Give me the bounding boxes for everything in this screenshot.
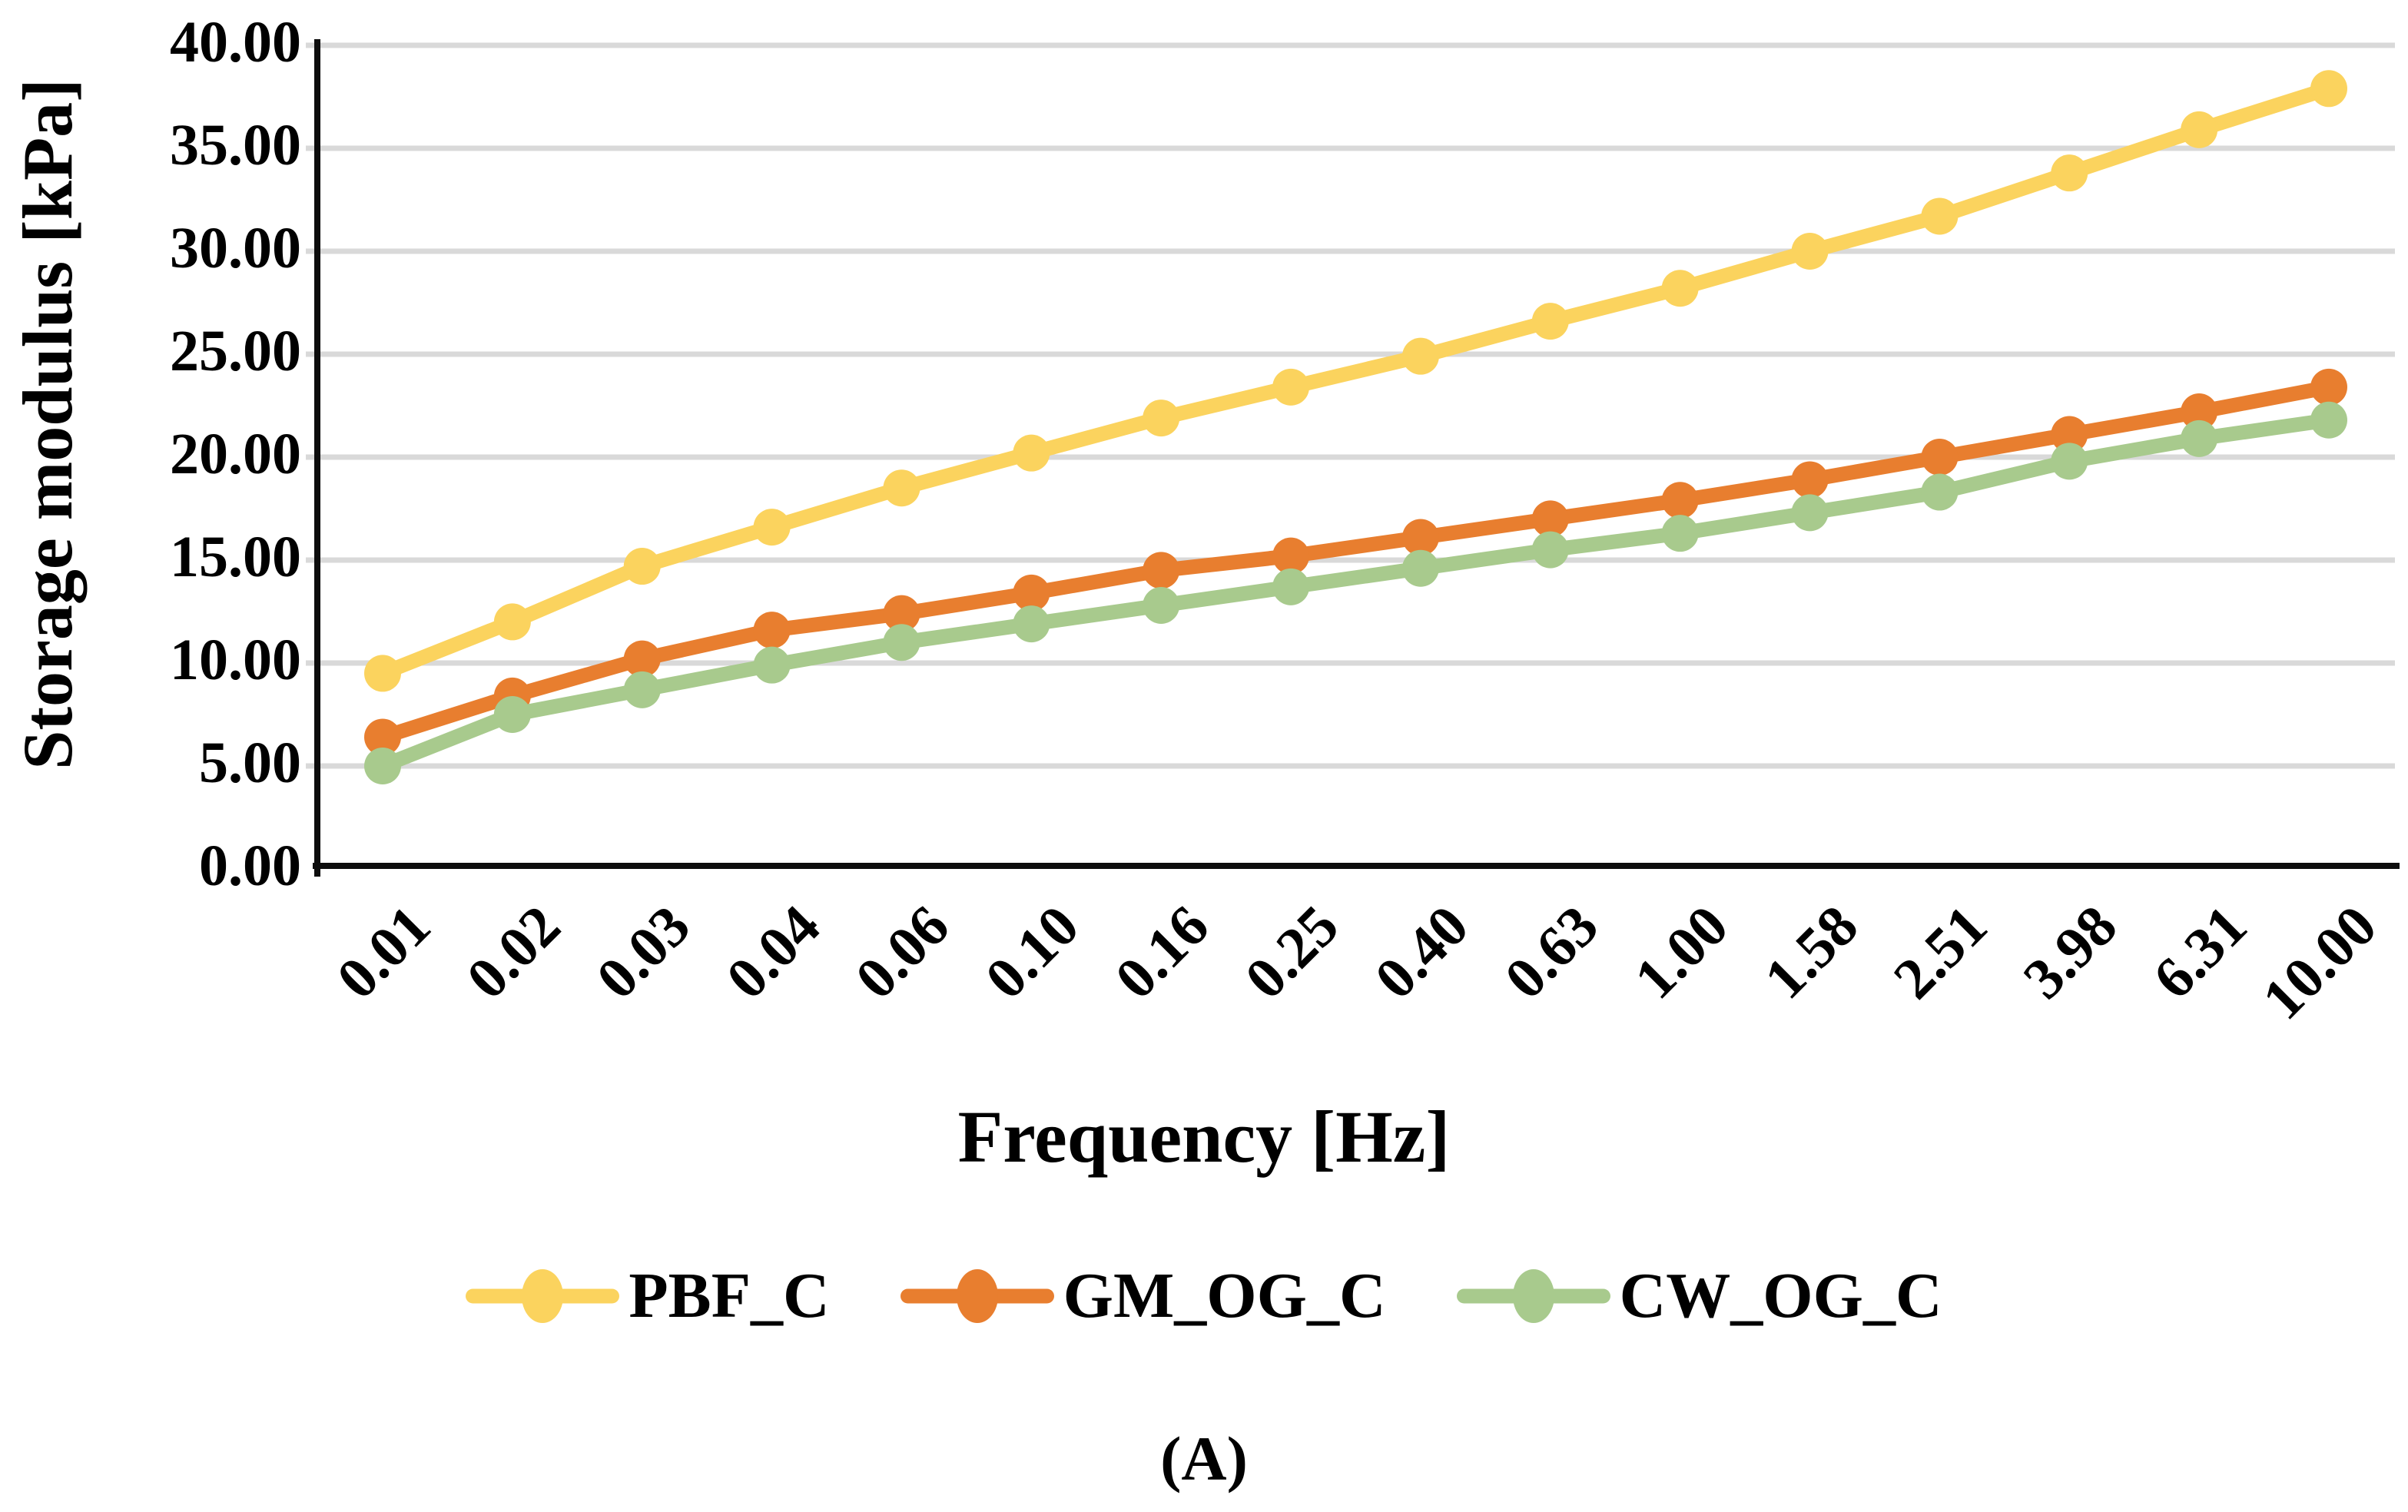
y-tick-label: 40.00 (170, 10, 301, 75)
legend-item-gm-og-c: GM_OG_C (900, 1258, 1386, 1333)
data-point-marker-cw-og-c (1143, 586, 1180, 624)
data-point-marker-cw-og-c (2310, 401, 2347, 439)
data-point-marker-gm-og-c (1661, 482, 1699, 519)
data-point-marker-pbf-c (1272, 368, 1310, 406)
data-point-marker-pbf-c (364, 655, 401, 692)
data-point-marker-cw-og-c (1401, 549, 1439, 587)
legend-marker-cw-og-c-icon (1456, 1259, 1610, 1333)
data-point-marker-gm-og-c (2051, 416, 2088, 453)
legend-label-cw-og-c: CW_OG_C (1619, 1260, 1942, 1331)
x-axis-line (313, 863, 2400, 869)
series-line-pbf-c (375, 81, 2337, 681)
data-point-marker-gm-og-c (883, 595, 920, 632)
data-point-marker-gm-og-c (1531, 500, 1569, 538)
data-point-marker-gm-og-c (1272, 537, 1310, 575)
series-line-gm-og-c (375, 380, 2337, 744)
data-point-marker-cw-og-c (1791, 494, 1829, 532)
data-point-marker-pbf-c (2181, 111, 2218, 148)
y-tick-label: 15.00 (170, 525, 301, 590)
data-point-marker-pbf-c (1791, 233, 1829, 270)
data-point-marker-cw-og-c (1272, 568, 1310, 605)
data-point-marker-pbf-c (623, 548, 661, 585)
data-point-marker-gm-og-c (1013, 574, 1050, 612)
y-tick-label: 30.00 (170, 216, 301, 281)
y-tick-label: 10.00 (170, 628, 301, 693)
data-point-marker-cw-og-c (1921, 473, 1959, 511)
legend-item-pbf-c: PBF_C (466, 1258, 830, 1333)
chart-legend: PBF_C GM_OG_C CW_OG_C (0, 1258, 2408, 1333)
legend-item-cw-og-c: CW_OG_C (1456, 1258, 1942, 1333)
data-point-marker-cw-og-c (364, 748, 401, 784)
data-point-marker-cw-og-c (883, 624, 920, 662)
legend-marker-gm-og-c-icon (900, 1259, 1054, 1333)
panel-caption: (A) (1160, 1424, 1248, 1494)
data-point-marker-pbf-c (2051, 154, 2088, 192)
data-point-marker-gm-og-c (623, 640, 661, 678)
data-point-marker-cw-og-c (1661, 515, 1699, 552)
data-point-marker-pbf-c (1013, 434, 1050, 472)
y-axis-line (314, 39, 320, 877)
data-point-marker-pbf-c (1143, 400, 1180, 437)
data-point-marker-gm-og-c (1401, 519, 1439, 556)
y-axis-title: Storage modulus [kPa] (8, 78, 87, 770)
data-point-marker-pbf-c (1661, 270, 1699, 307)
data-point-marker-pbf-c (1401, 337, 1439, 375)
y-tick-label: 35.00 (170, 113, 301, 178)
data-point-marker-cw-og-c (1531, 531, 1569, 569)
data-point-marker-pbf-c (1531, 303, 1569, 340)
data-point-marker-cw-og-c (2051, 443, 2088, 480)
data-point-marker-gm-og-c (364, 718, 401, 756)
data-point-marker-gm-og-c (2310, 368, 2347, 406)
x-axis-title: Frequency [Hz] (957, 1096, 1451, 1178)
data-point-marker-cw-og-c (2181, 419, 2218, 457)
data-point-marker-cw-og-c (1013, 605, 1050, 643)
data-point-marker-pbf-c (2310, 70, 2347, 108)
legend-label-gm-og-c: GM_OG_C (1063, 1260, 1386, 1331)
data-point-marker-gm-og-c (1143, 552, 1180, 589)
legend-marker-pbf-c-icon (466, 1259, 620, 1333)
series-line-cw-og-c (375, 413, 2337, 774)
y-tick-label: 5.00 (199, 731, 301, 796)
data-point-marker-pbf-c (1921, 197, 1959, 235)
data-point-marker-pbf-c (753, 509, 791, 546)
data-point-marker-gm-og-c (1791, 461, 1829, 499)
data-point-marker-gm-og-c (753, 612, 791, 649)
data-point-marker-cw-og-c (753, 646, 791, 684)
data-point-marker-pbf-c (883, 469, 920, 507)
y-tick-label: 0.00 (199, 834, 301, 899)
y-tick-label: 20.00 (170, 422, 301, 487)
data-point-marker-gm-og-c (2181, 393, 2218, 431)
data-point-marker-cw-og-c (493, 696, 531, 733)
data-point-marker-cw-og-c (623, 671, 661, 708)
legend-label-pbf-c: PBF_C (629, 1260, 830, 1331)
data-point-marker-gm-og-c (1921, 439, 1959, 476)
y-tick-label: 25.00 (170, 319, 301, 384)
data-point-marker-pbf-c (493, 603, 531, 641)
